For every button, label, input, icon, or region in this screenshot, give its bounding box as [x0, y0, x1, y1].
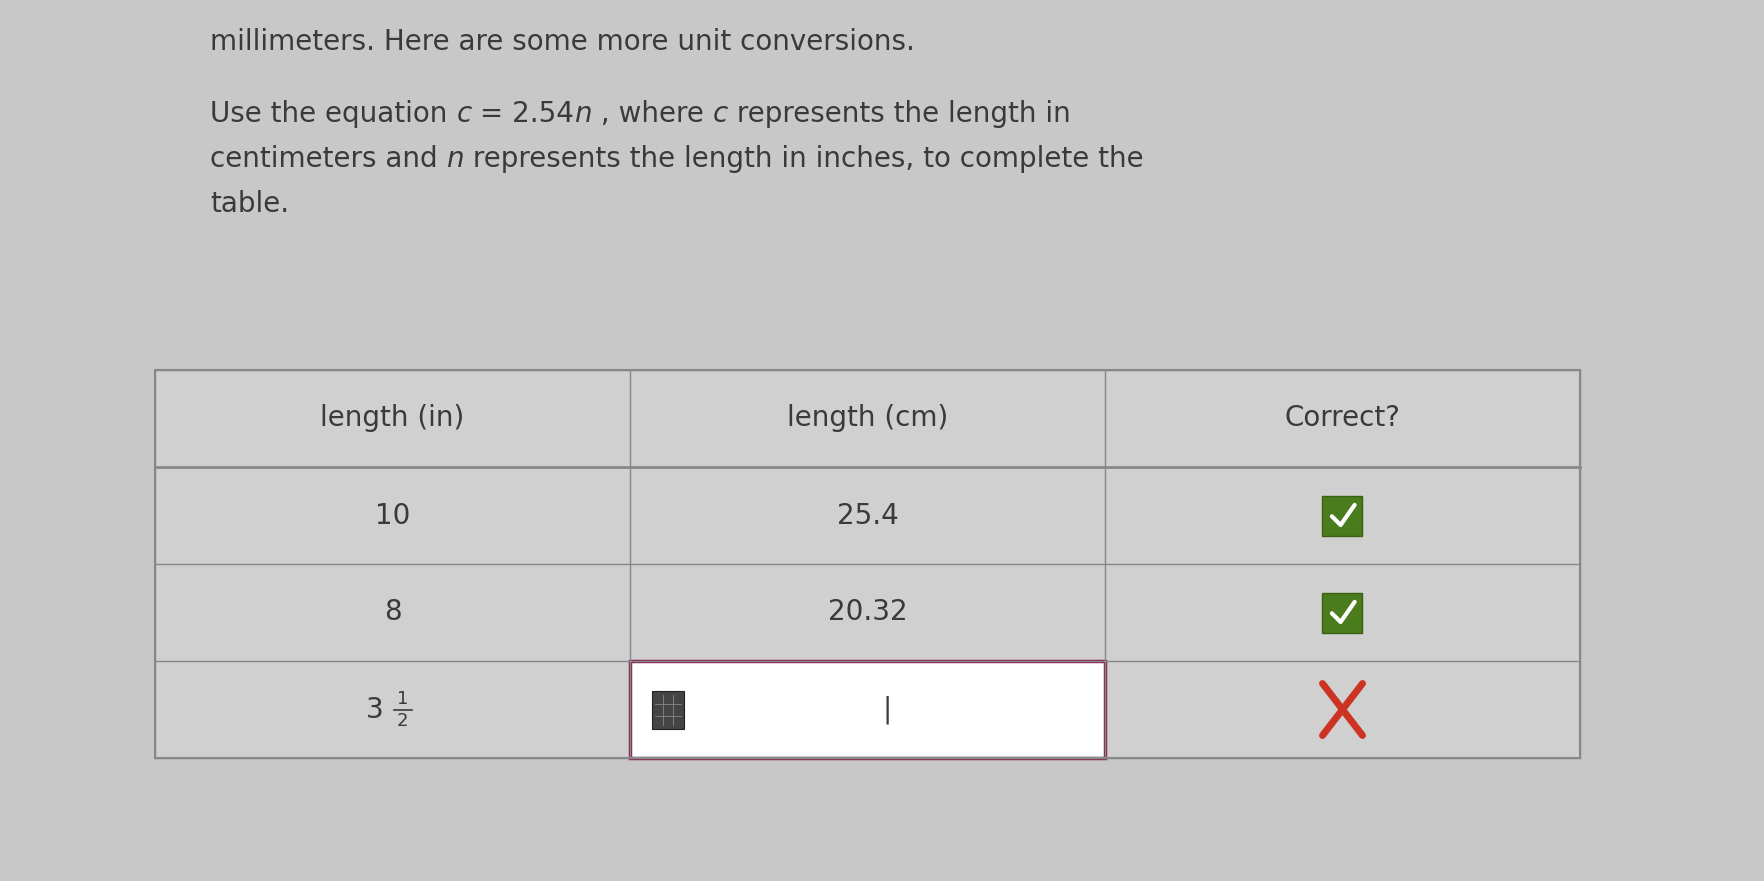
- Text: , where: , where: [591, 100, 713, 128]
- Text: 20.32: 20.32: [827, 598, 907, 626]
- Text: Correct?: Correct?: [1284, 404, 1399, 433]
- Bar: [630, 370, 1104, 467]
- Text: represents the length in: represents the length in: [727, 100, 1071, 128]
- Text: 8: 8: [383, 598, 400, 626]
- Text: n: n: [446, 145, 464, 173]
- Text: Use the equation: Use the equation: [210, 100, 455, 128]
- Text: 2: 2: [397, 713, 407, 730]
- Text: length (cm): length (cm): [787, 404, 947, 433]
- FancyBboxPatch shape: [1321, 495, 1362, 536]
- Text: represents the length in inches, to complete the: represents the length in inches, to comp…: [464, 145, 1143, 173]
- Bar: [155, 564, 630, 661]
- FancyBboxPatch shape: [651, 691, 684, 729]
- Text: = 2.54: = 2.54: [471, 100, 573, 128]
- Text: c: c: [455, 100, 471, 128]
- Bar: [1104, 661, 1579, 758]
- Bar: [630, 564, 1104, 661]
- Text: c: c: [713, 100, 727, 128]
- Text: length (in): length (in): [321, 404, 464, 433]
- Text: n: n: [573, 100, 591, 128]
- Text: |: |: [882, 695, 891, 724]
- Text: centimeters and: centimeters and: [210, 145, 446, 173]
- Bar: [155, 370, 1579, 758]
- Bar: [155, 661, 630, 758]
- Text: 10: 10: [374, 501, 409, 529]
- Bar: [1104, 370, 1579, 467]
- Bar: [630, 467, 1104, 564]
- FancyBboxPatch shape: [1321, 593, 1362, 633]
- Bar: [1104, 564, 1579, 661]
- Text: table.: table.: [210, 190, 289, 218]
- Bar: [630, 661, 1104, 758]
- Bar: [1104, 467, 1579, 564]
- Text: 1: 1: [397, 691, 407, 708]
- Text: 3: 3: [365, 695, 383, 723]
- Text: millimeters. Here are some more unit conversions.: millimeters. Here are some more unit con…: [210, 28, 914, 56]
- Bar: [155, 467, 630, 564]
- Bar: [155, 370, 630, 467]
- Text: 25.4: 25.4: [836, 501, 898, 529]
- Bar: [630, 661, 1104, 758]
